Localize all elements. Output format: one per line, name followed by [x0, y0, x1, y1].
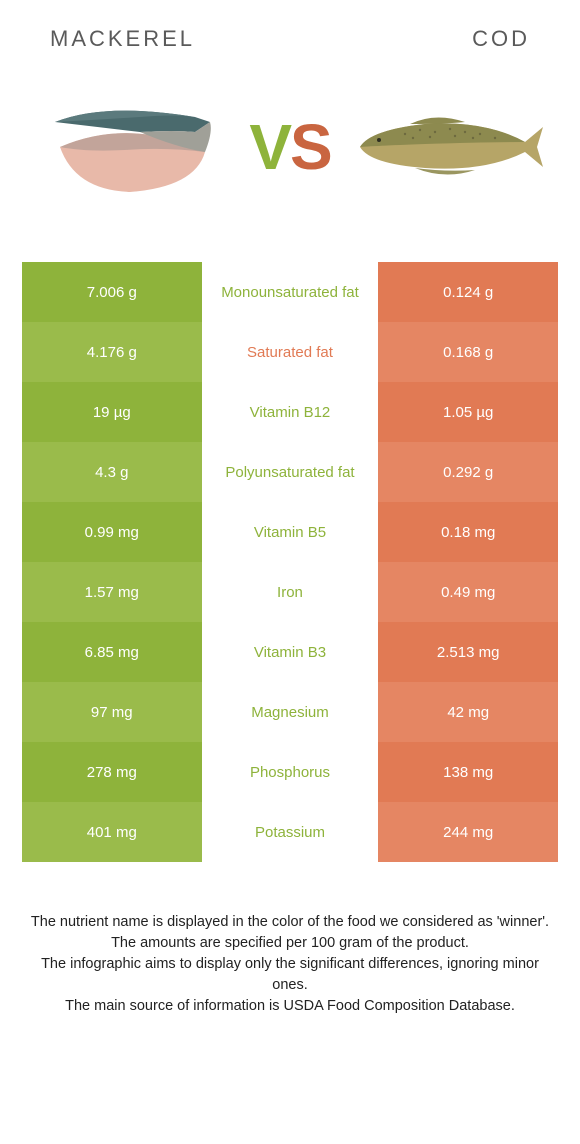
vs-label: VS [230, 110, 350, 184]
left-value: 278 mg [22, 742, 202, 802]
nutrient-label: Vitamin B3 [202, 622, 379, 682]
table-row: 4.3 gPolyunsaturated fat0.292 g [22, 442, 558, 502]
nutrient-label: Monounsaturated fat [202, 262, 379, 322]
left-value: 7.006 g [22, 262, 202, 322]
table-row: 7.006 gMonounsaturated fat0.124 g [22, 262, 558, 322]
right-value: 0.292 g [378, 442, 558, 502]
nutrient-label: Iron [202, 562, 379, 622]
table-row: 0.99 mgVitamin B50.18 mg [22, 502, 558, 562]
table-row: 401 mgPotassium244 mg [22, 802, 558, 862]
footer-line: The amounts are specified per 100 gram o… [28, 933, 552, 954]
nutrient-label: Vitamin B12 [202, 382, 379, 442]
hero: VS [0, 62, 580, 242]
right-value: 0.168 g [378, 322, 558, 382]
comparison-table: 7.006 gMonounsaturated fat0.124 g4.176 g… [22, 262, 558, 862]
table-row: 278 mgPhosphorus138 mg [22, 742, 558, 802]
table-row: 4.176 gSaturated fat0.168 g [22, 322, 558, 382]
table-row: 6.85 mgVitamin B32.513 mg [22, 622, 558, 682]
right-value: 1.05 µg [378, 382, 558, 442]
left-value: 0.99 mg [22, 502, 202, 562]
left-value: 6.85 mg [22, 622, 202, 682]
left-value: 1.57 mg [22, 562, 202, 622]
left-value: 4.176 g [22, 322, 202, 382]
right-value: 244 mg [378, 802, 558, 862]
nutrient-label: Saturated fat [202, 322, 379, 382]
cod-icon [350, 102, 550, 192]
vs-v: V [249, 111, 290, 183]
nutrient-label: Magnesium [202, 682, 379, 742]
right-value: 0.49 mg [378, 562, 558, 622]
left-value: 19 µg [22, 382, 202, 442]
left-value: 4.3 g [22, 442, 202, 502]
table-row: 1.57 mgIron0.49 mg [22, 562, 558, 622]
left-value: 97 mg [22, 682, 202, 742]
right-title: COD [472, 26, 530, 52]
left-value: 401 mg [22, 802, 202, 862]
header: MACKEREL COD [0, 0, 580, 62]
nutrient-label: Vitamin B5 [202, 502, 379, 562]
nutrient-label: Phosphorus [202, 742, 379, 802]
right-value: 0.124 g [378, 262, 558, 322]
right-value: 2.513 mg [378, 622, 558, 682]
footer-line: The nutrient name is displayed in the co… [28, 912, 552, 933]
nutrient-label: Potassium [202, 802, 379, 862]
footer-notes: The nutrient name is displayed in the co… [28, 912, 552, 1017]
left-title: MACKEREL [50, 26, 195, 52]
footer-line: The main source of information is USDA F… [28, 996, 552, 1017]
right-value: 138 mg [378, 742, 558, 802]
right-value: 0.18 mg [378, 502, 558, 562]
table-row: 19 µgVitamin B121.05 µg [22, 382, 558, 442]
vs-s: S [290, 111, 331, 183]
nutrient-label: Polyunsaturated fat [202, 442, 379, 502]
table-row: 97 mgMagnesium42 mg [22, 682, 558, 742]
mackerel-icon [30, 92, 230, 202]
right-value: 42 mg [378, 682, 558, 742]
footer-line: The infographic aims to display only the… [28, 954, 552, 996]
